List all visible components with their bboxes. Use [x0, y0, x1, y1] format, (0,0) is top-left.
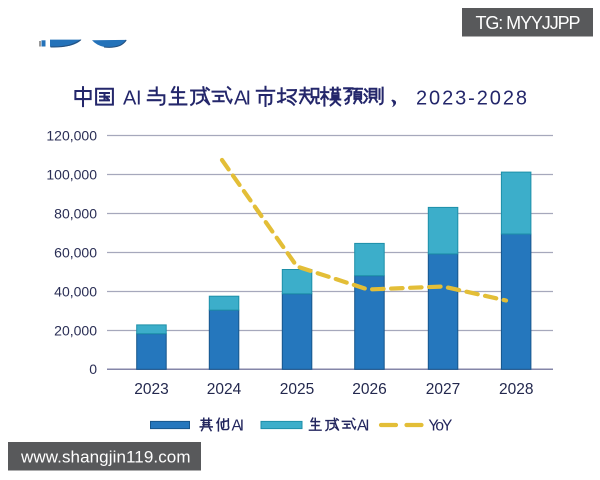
svg-text:2023: 2023: [134, 381, 168, 398]
svg-text:100,000: 100,000: [46, 166, 97, 182]
svg-text:AI: AI: [234, 88, 251, 110]
svg-text:AI: AI: [123, 88, 142, 110]
svg-text:2023-2028: 2023-2028: [416, 88, 527, 110]
svg-text:2025: 2025: [280, 381, 314, 398]
svg-text:2027: 2027: [426, 381, 460, 398]
svg-text:60,000: 60,000: [54, 244, 97, 260]
svg-text:2028: 2028: [499, 381, 533, 398]
svg-text:YoY: YoY: [428, 418, 452, 435]
svg-text:www.shangjin119.com: www.shangjin119.com: [20, 447, 191, 466]
svg-text:2024: 2024: [207, 381, 242, 398]
svg-text:20,000: 20,000: [54, 322, 97, 338]
svg-text:AI: AI: [232, 418, 245, 435]
svg-text:2026: 2026: [352, 381, 386, 398]
svg-text:120,000: 120,000: [46, 127, 97, 143]
svg-text:AI: AI: [357, 418, 370, 435]
svg-text:40,000: 40,000: [54, 283, 97, 299]
svg-text:TG: MYYJJPP: TG: MYYJJPP: [476, 13, 581, 33]
svg-text:80,000: 80,000: [54, 205, 97, 221]
svg-text:0: 0: [89, 361, 97, 377]
